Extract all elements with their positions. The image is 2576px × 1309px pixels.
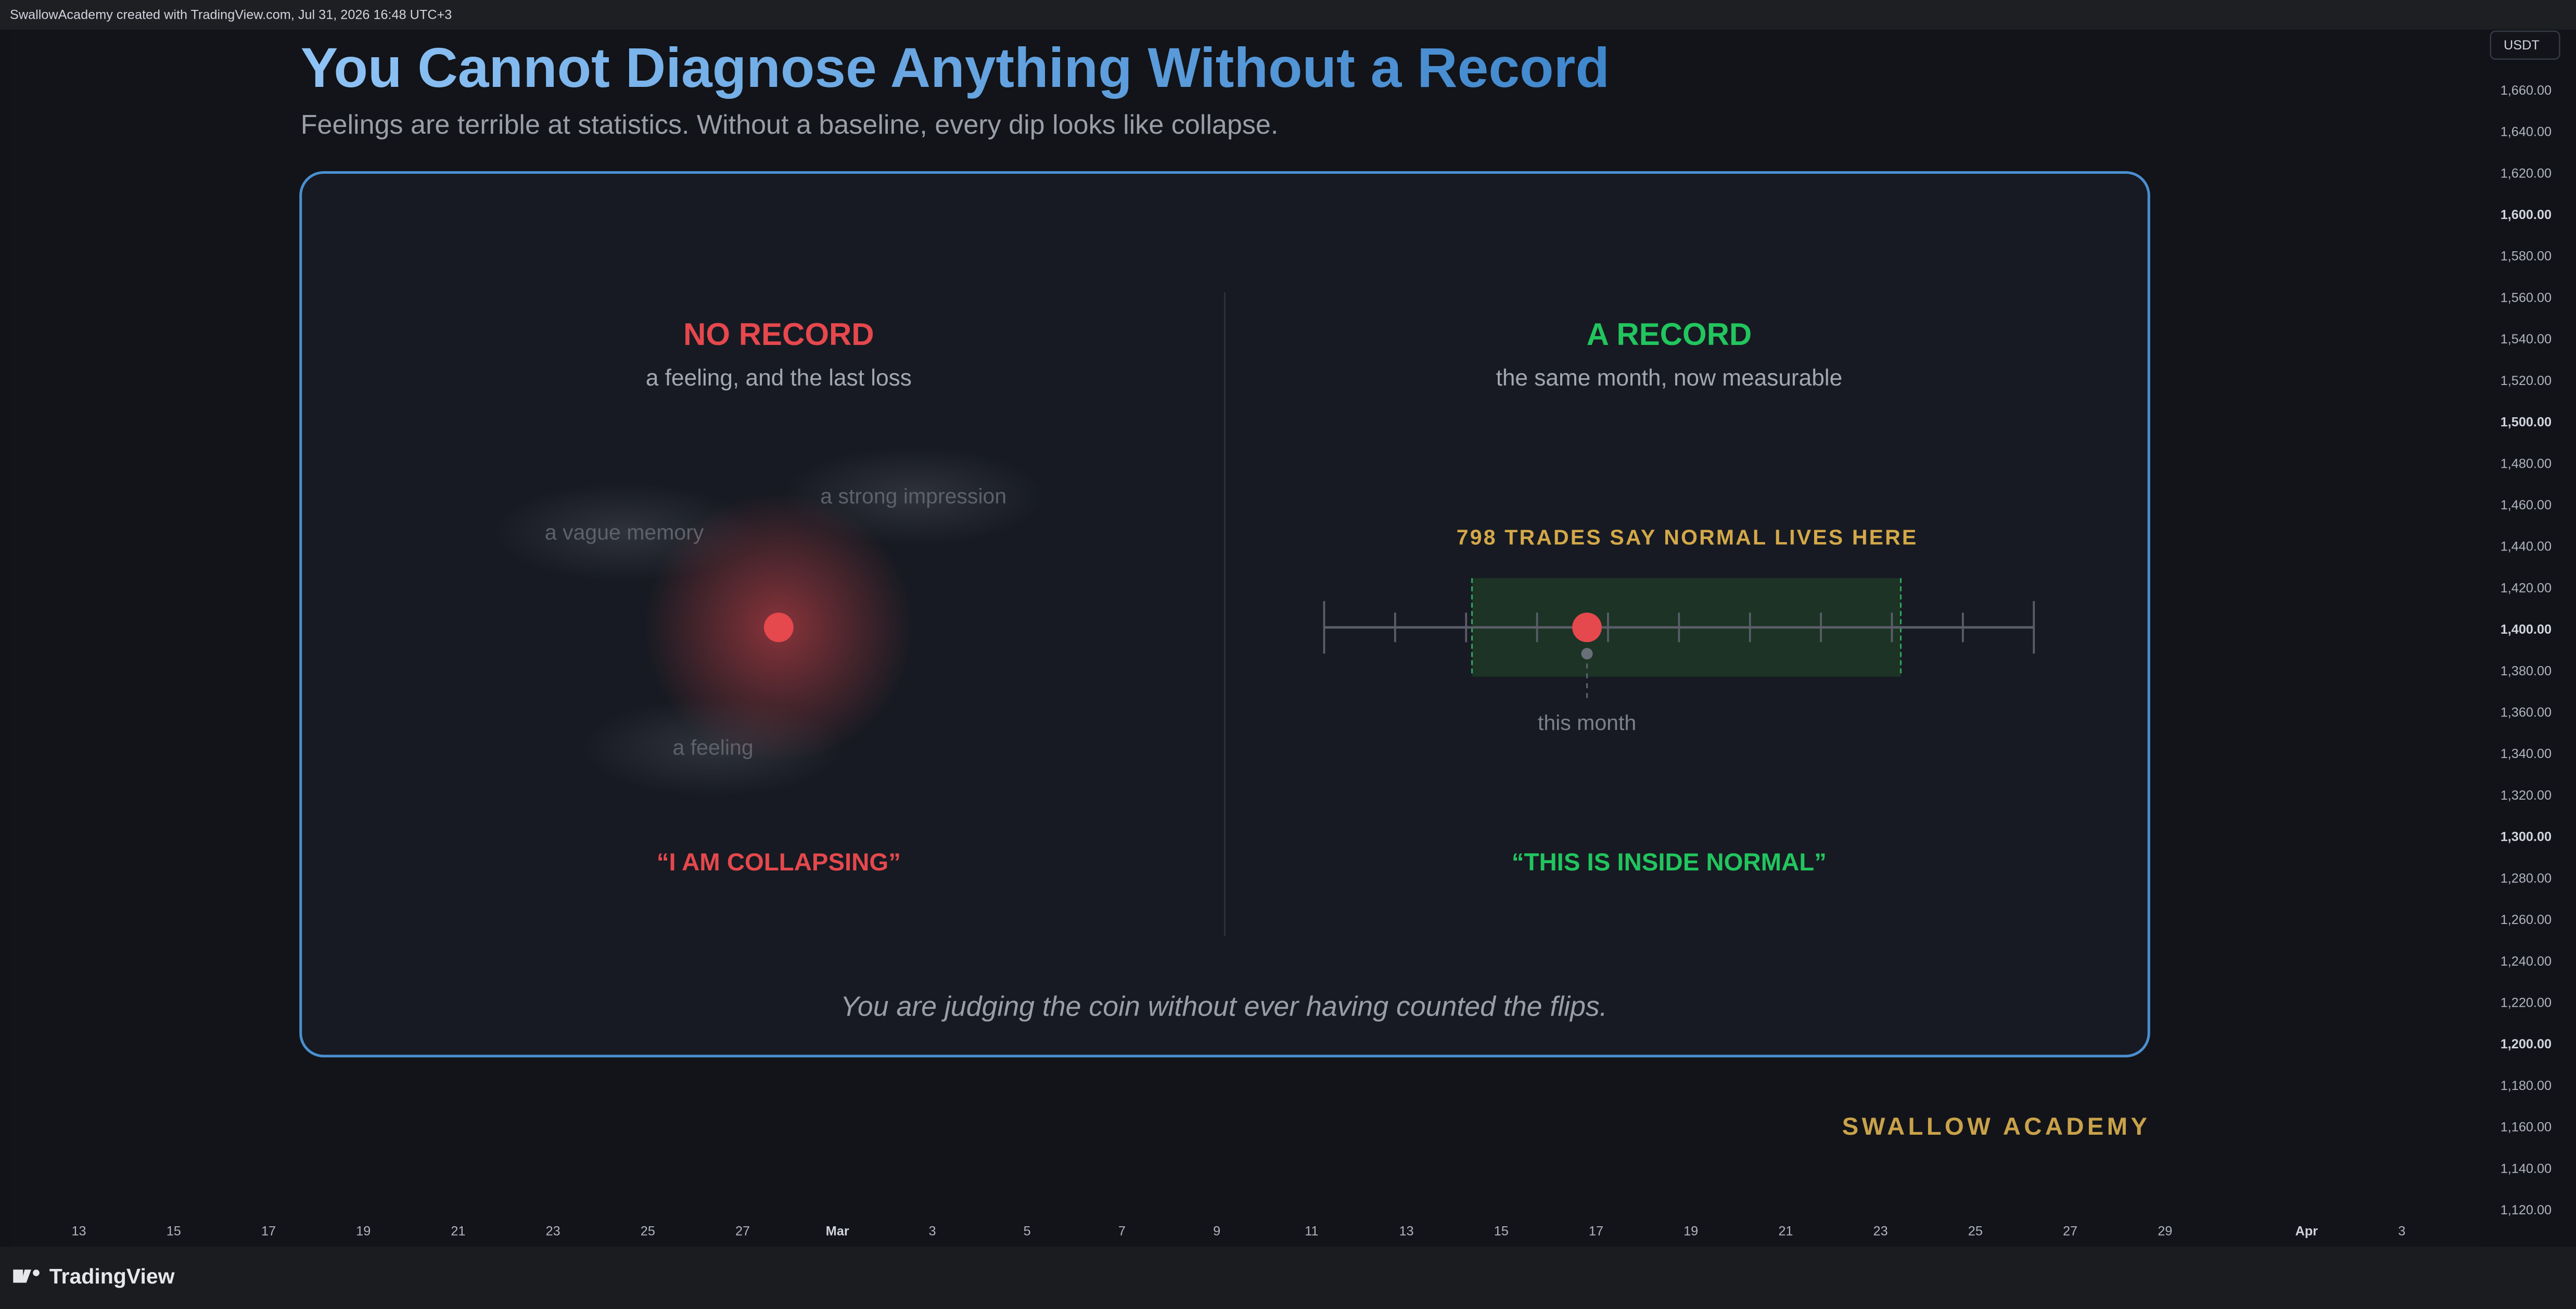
price-label: 1,440.00 <box>2501 540 2552 554</box>
left-verdict: “I AM COLLAPSING” <box>657 849 901 876</box>
price-label: 1,520.00 <box>2501 374 2552 388</box>
price-label: 1,260.00 <box>2501 913 2552 927</box>
time-label: 15 <box>1494 1224 1509 1238</box>
time-axis: 13 15 17 19 21 23 25 27 Mar 3 5 7 9 11 13 15 17 19 21 23 25 2… <box>72 1224 2406 1238</box>
time-label: 23 <box>546 1224 560 1238</box>
time-label: 9 <box>1213 1224 1220 1238</box>
caption: You are judging the coin without ever ha… <box>840 991 1608 1022</box>
time-label: 19 <box>1684 1224 1698 1238</box>
time-label: 23 <box>1873 1224 1888 1238</box>
marker-label: this month <box>1538 711 1636 735</box>
price-label: 1,600.00 <box>2501 208 2552 222</box>
title: You Cannot Diagnose Anything Without a R… <box>301 36 1610 99</box>
time-label: 29 <box>2158 1224 2172 1238</box>
price-label: 1,280.00 <box>2501 871 2552 886</box>
time-label: 21 <box>451 1224 465 1238</box>
band-label: 798 TRADES SAY NORMAL LIVES HERE <box>1457 525 1918 549</box>
price-label: 1,120.00 <box>2501 1203 2552 1217</box>
time-label: 3 <box>928 1224 936 1238</box>
right-heading: A RECORD <box>1587 317 1752 352</box>
top-bar <box>0 0 2576 30</box>
marker-dot <box>1581 648 1593 660</box>
price-axis: 1,660.00 1,640.00 1,620.00 1,600.00 1,580.00… <box>2501 83 2552 1217</box>
time-label: 17 <box>261 1224 276 1238</box>
time-label: 13 <box>1399 1224 1413 1238</box>
fragment: a strong impression <box>820 484 1006 508</box>
time-label: 5 <box>1024 1224 1031 1238</box>
price-label: 1,220.00 <box>2501 996 2552 1010</box>
left-heading: NO RECORD <box>683 317 874 352</box>
price-label: 1,640.00 <box>2501 125 2552 139</box>
price-label: 1,340.00 <box>2501 747 2552 761</box>
logo-text: TradingView <box>49 1264 175 1288</box>
price-label: 1,300.00 <box>2501 830 2552 844</box>
currency-badge <box>2490 30 2560 60</box>
price-label: 1,180.00 <box>2501 1079 2552 1093</box>
time-label: 21 <box>1778 1224 1793 1238</box>
ruler-ticks <box>1323 601 2035 654</box>
time-label: 13 <box>72 1224 86 1238</box>
price-label: 1,480.00 <box>2501 456 2552 471</box>
logo-mark <box>13 1269 23 1283</box>
right-subheading: the same month, now measurable <box>1496 365 1843 391</box>
time-label: 7 <box>1118 1224 1126 1238</box>
currency: USDT <box>2504 38 2540 53</box>
tradingview-logo: TradingView <box>13 1264 175 1288</box>
price-label: 1,140.00 <box>2501 1161 2552 1176</box>
time-label: Mar <box>826 1224 849 1238</box>
red-dot <box>763 612 794 643</box>
price-label: 1,240.00 <box>2501 954 2552 969</box>
price-label: 1,420.00 <box>2501 581 2552 595</box>
time-label: 3 <box>2398 1224 2405 1238</box>
time-label: 17 <box>1589 1224 1603 1238</box>
price-label: 1,200.00 <box>2501 1037 2552 1051</box>
price-label: 1,160.00 <box>2501 1120 2552 1135</box>
price-label: 1,360.00 <box>2501 705 2552 720</box>
time-label: 25 <box>641 1224 655 1238</box>
price-label: 1,660.00 <box>2501 83 2552 98</box>
time-label: Apr <box>2295 1224 2318 1238</box>
time-label: 25 <box>1968 1224 1983 1238</box>
left-subheading: a feeling, and the last loss <box>646 365 912 391</box>
logo-mark <box>21 1269 32 1283</box>
bottom-bar <box>0 1247 2576 1309</box>
subtitle: Feelings are terrible at statistics. Wit… <box>301 110 1279 140</box>
right-verdict: “THIS IS INSIDE NORMAL” <box>1512 849 1827 876</box>
time-label: 27 <box>735 1224 750 1238</box>
red-dot <box>1572 612 1602 643</box>
price-label: 1,540.00 <box>2501 332 2552 346</box>
attribution: SwallowAcademy created with TradingView.… <box>10 8 452 22</box>
time-label: 11 <box>1305 1224 1318 1238</box>
price-label: 1,560.00 <box>2501 290 2552 305</box>
time-label: 15 <box>167 1224 181 1238</box>
price-label: 1,580.00 <box>2501 249 2552 264</box>
price-label: 1,500.00 <box>2501 415 2552 430</box>
price-label: 1,380.00 <box>2501 664 2552 678</box>
brand: SWALLOW ACADEMY <box>1842 1113 2151 1140</box>
price-label: 1,620.00 <box>2501 166 2552 181</box>
price-label: 1,460.00 <box>2501 498 2552 512</box>
logo-mark <box>33 1269 40 1276</box>
price-label: 1,400.00 <box>2501 622 2552 637</box>
time-label: 19 <box>356 1224 371 1238</box>
price-label: 1,320.00 <box>2501 788 2552 803</box>
time-label: 27 <box>2063 1224 2077 1238</box>
